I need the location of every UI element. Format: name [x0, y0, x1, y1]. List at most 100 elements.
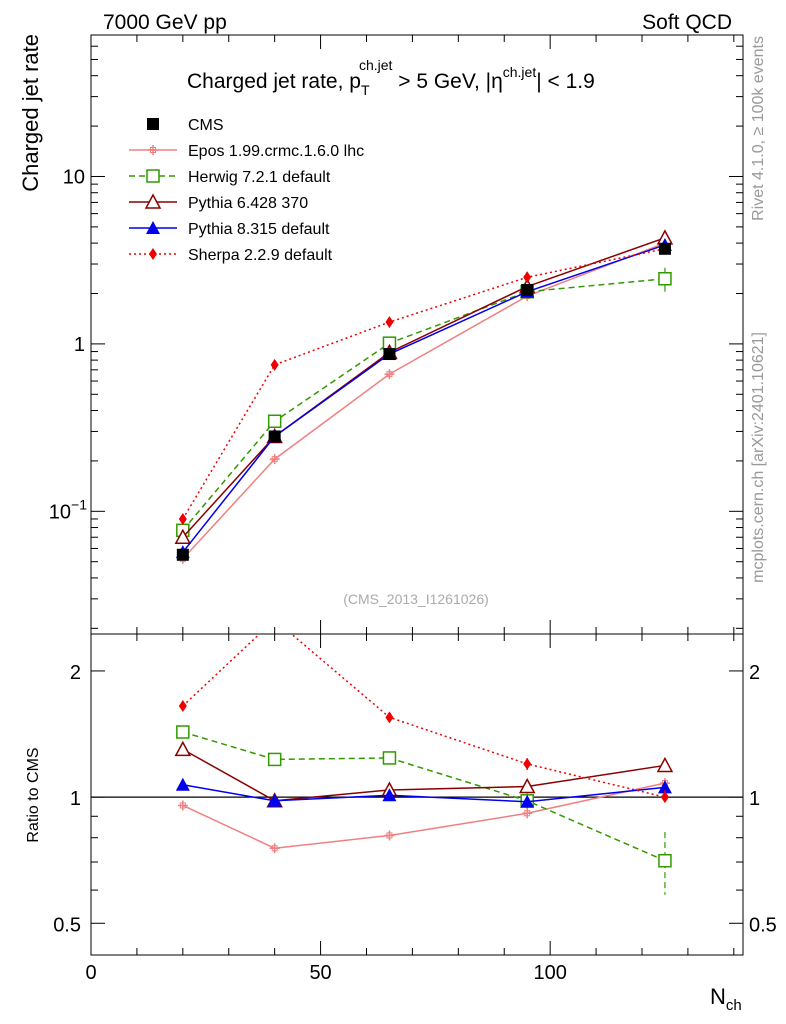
- ratio-point-pythia-8-315-default: [267, 793, 282, 807]
- y-tick-label-exp: −1: [71, 496, 87, 512]
- point-sherpa-2-2-9-default: [270, 358, 279, 371]
- legend-label-pythia-8-315-default: Pythia 8.315 default: [188, 221, 330, 238]
- y-tick-label-ratio-right: 1: [749, 788, 760, 810]
- line-pythia-6-428-370: [182, 237, 666, 538]
- ratio-point-epos-1-99-crmc-1-6-0-lhc-box: [179, 802, 186, 809]
- ratio-point-epos-1-99-crmc-1-6-0-lhc-box: [271, 845, 278, 852]
- ratio-series-pythia-8-315-default: [175, 777, 672, 808]
- point-cms: [521, 283, 534, 296]
- ratio-frame: [90, 633, 744, 956]
- y-tick-label-base: 10: [49, 501, 71, 523]
- x-tick-label: 100: [533, 962, 566, 984]
- x-tick-label: 0: [85, 962, 96, 984]
- x-axis-label-sub: ch: [726, 997, 742, 1014]
- mcplots-label: mcplots.cern.ch [arXiv:2401.10621]: [750, 332, 767, 583]
- legend-label-herwig-7-2-1-default: Herwig 7.2.1 default: [188, 169, 331, 186]
- y-tick-label-main: 10: [63, 166, 85, 188]
- ratio-point-epos-1-99-crmc-1-6-0-lhc-box: [386, 832, 393, 839]
- legend-item-herwig-7-2-1-default: Herwig 7.2.1 default: [129, 169, 331, 186]
- ratio-line-pythia-6-428-370: [182, 748, 666, 802]
- point-sherpa-2-2-9-default: [178, 512, 187, 525]
- ratio-point-sherpa-2-2-9-default: [271, 614, 279, 626]
- ratio-point-epos-1-99-crmc-1-6-0-lhc: [384, 830, 395, 841]
- legend-marker-cms: [147, 118, 159, 130]
- point-epos-1-99-crmc-1-6-0-lhc: [269, 454, 280, 465]
- ratio-point-pythia-8-315-default: [520, 794, 535, 808]
- legend-label-pythia-6-428-370: Pythia 6.428 370: [188, 195, 308, 212]
- point-sherpa-2-2-9-default: [523, 271, 532, 284]
- line-epos-1-99-crmc-1-6-0-lhc: [182, 242, 666, 560]
- rivet-label: Rivet 4.1.0, ≥ 100k events: [750, 36, 767, 221]
- ratio-series-epos-1-99-crmc-1-6-0-lhc: [177, 778, 670, 854]
- ratio-point-pythia-8-315-default: [657, 780, 672, 794]
- y-tick-label-ratio-right: 2: [749, 662, 760, 684]
- ratio-point-pythia-6-428-370: [656, 756, 674, 773]
- point-pythia-6-428-370: [174, 528, 192, 544]
- analysis-id: (CMS_2013_I1261026): [343, 591, 489, 607]
- title-sup2: ch.jet: [503, 64, 537, 80]
- ratio-point-epos-1-99-crmc-1-6-0-lhc: [177, 800, 188, 811]
- y-tick-label-ratio-right: 0.5: [749, 914, 777, 936]
- legend: CMS Epos 1.99.crmc.1.6.0 lhc Herwig 7.2.1 …: [129, 117, 364, 264]
- legend-marker-epos-1-99-crmc-1-6-0-lhc: [148, 145, 158, 155]
- legend-label-sherpa-2-2-9-default: Sherpa 2.2.9 default: [188, 247, 333, 264]
- point-sherpa-2-2-9-default: [385, 316, 394, 329]
- y-axis-label-main: Charged jet rate: [18, 34, 43, 192]
- y-tick-label-ratio: 0.5: [53, 914, 81, 936]
- title-sub: T: [361, 82, 370, 98]
- ratio-point-sherpa-2-2-9-default: [523, 757, 532, 770]
- point-herwig-7-2-1-default: [658, 271, 672, 286]
- ratio-point-herwig-7-2-1-default: [267, 752, 282, 767]
- ratio-point-sherpa-2-2-9-default: [385, 711, 394, 724]
- ratio-point-pythia-6-428-370: [518, 777, 536, 794]
- header-left: 7000 GeV pp: [103, 11, 227, 34]
- legend-label-epos-1-99-crmc-1-6-0-lhc: Epos 1.99.crmc.1.6.0 lhc: [188, 143, 364, 160]
- ratio-line-epos-1-99-crmc-1-6-0-lhc: [182, 782, 666, 850]
- point-cms: [658, 242, 671, 255]
- legend-label-cms: CMS: [188, 117, 224, 134]
- series-herwig-7-2-1-default: [176, 267, 672, 538]
- line-sherpa-2-2-9-default: [182, 248, 666, 520]
- legend-marker-sherpa-2-2-9-default: [149, 248, 157, 260]
- main-series-layer: [174, 229, 674, 564]
- ratio-series-layer: [174, 614, 674, 895]
- title-part-c: | < 1.9: [536, 70, 595, 93]
- ratio-point-herwig-7-2-1-default: [658, 853, 672, 868]
- ratio-series-sherpa-2-2-9-default: [178, 614, 669, 805]
- line-herwig-7-2-1-default: [182, 277, 666, 531]
- title-part-b: > 5 GeV, |η: [392, 70, 502, 93]
- point-cms: [176, 548, 189, 561]
- ratio-point-sherpa-2-2-9-default: [178, 699, 187, 712]
- ratio-point-epos-1-99-crmc-1-6-0-lhc: [269, 843, 280, 854]
- legend-marker-epos-1-99-crmc-1-6-0-lhc-box: [150, 147, 156, 153]
- series-pythia-6-428-370: [174, 229, 674, 544]
- point-epos-1-99-crmc-1-6-0-lhc: [384, 369, 395, 380]
- ratio-point-pythia-8-315-default: [175, 777, 190, 791]
- ratio-point-sherpa-2-2-9-default: [660, 791, 669, 804]
- y-axis-label-ratio: Ratio to CMS: [25, 747, 42, 842]
- point-epos-1-99-crmc-1-6-0-lhc-box: [386, 371, 393, 378]
- ratio-point-epos-1-99-crmc-1-6-0-lhc-box: [524, 810, 531, 817]
- legend-marker-pythia-6-428-370: [144, 193, 162, 209]
- ratio-line-sherpa-2-2-9-default: [182, 634, 666, 798]
- ratio-point-herwig-7-2-1-default: [382, 751, 397, 765]
- point-herwig-7-2-1-default: [267, 414, 282, 429]
- ratio-point-pythia-8-315-default: [382, 788, 397, 802]
- y-tick-label-base: 10: [63, 166, 85, 188]
- x-tick-label: 50: [309, 962, 331, 984]
- ratio-panel: 0.5 0.5 1 1 2 2 0 50 100: [53, 614, 777, 984]
- point-cms: [268, 430, 281, 443]
- legend-item-sherpa-2-2-9-default: Sherpa 2.2.9 default: [129, 247, 333, 264]
- legend-item-pythia-8-315-default: Pythia 8.315 default: [129, 221, 330, 238]
- legend-marker-herwig-7-2-1-default: [146, 169, 160, 183]
- series-pythia-8-315-default: [175, 237, 672, 559]
- legend-item-cms: CMS: [147, 117, 224, 134]
- series-cms: [176, 242, 671, 561]
- chart-title: Charged jet rate, pTch.jet > 5 GeV, |ηch…: [187, 57, 595, 98]
- y-tick-label-base: 1: [74, 334, 85, 356]
- ratio-point-herwig-7-2-1-default: [176, 725, 190, 739]
- ratio-point-pythia-6-428-370: [174, 740, 192, 757]
- y-tick-label-main: 1: [74, 334, 85, 356]
